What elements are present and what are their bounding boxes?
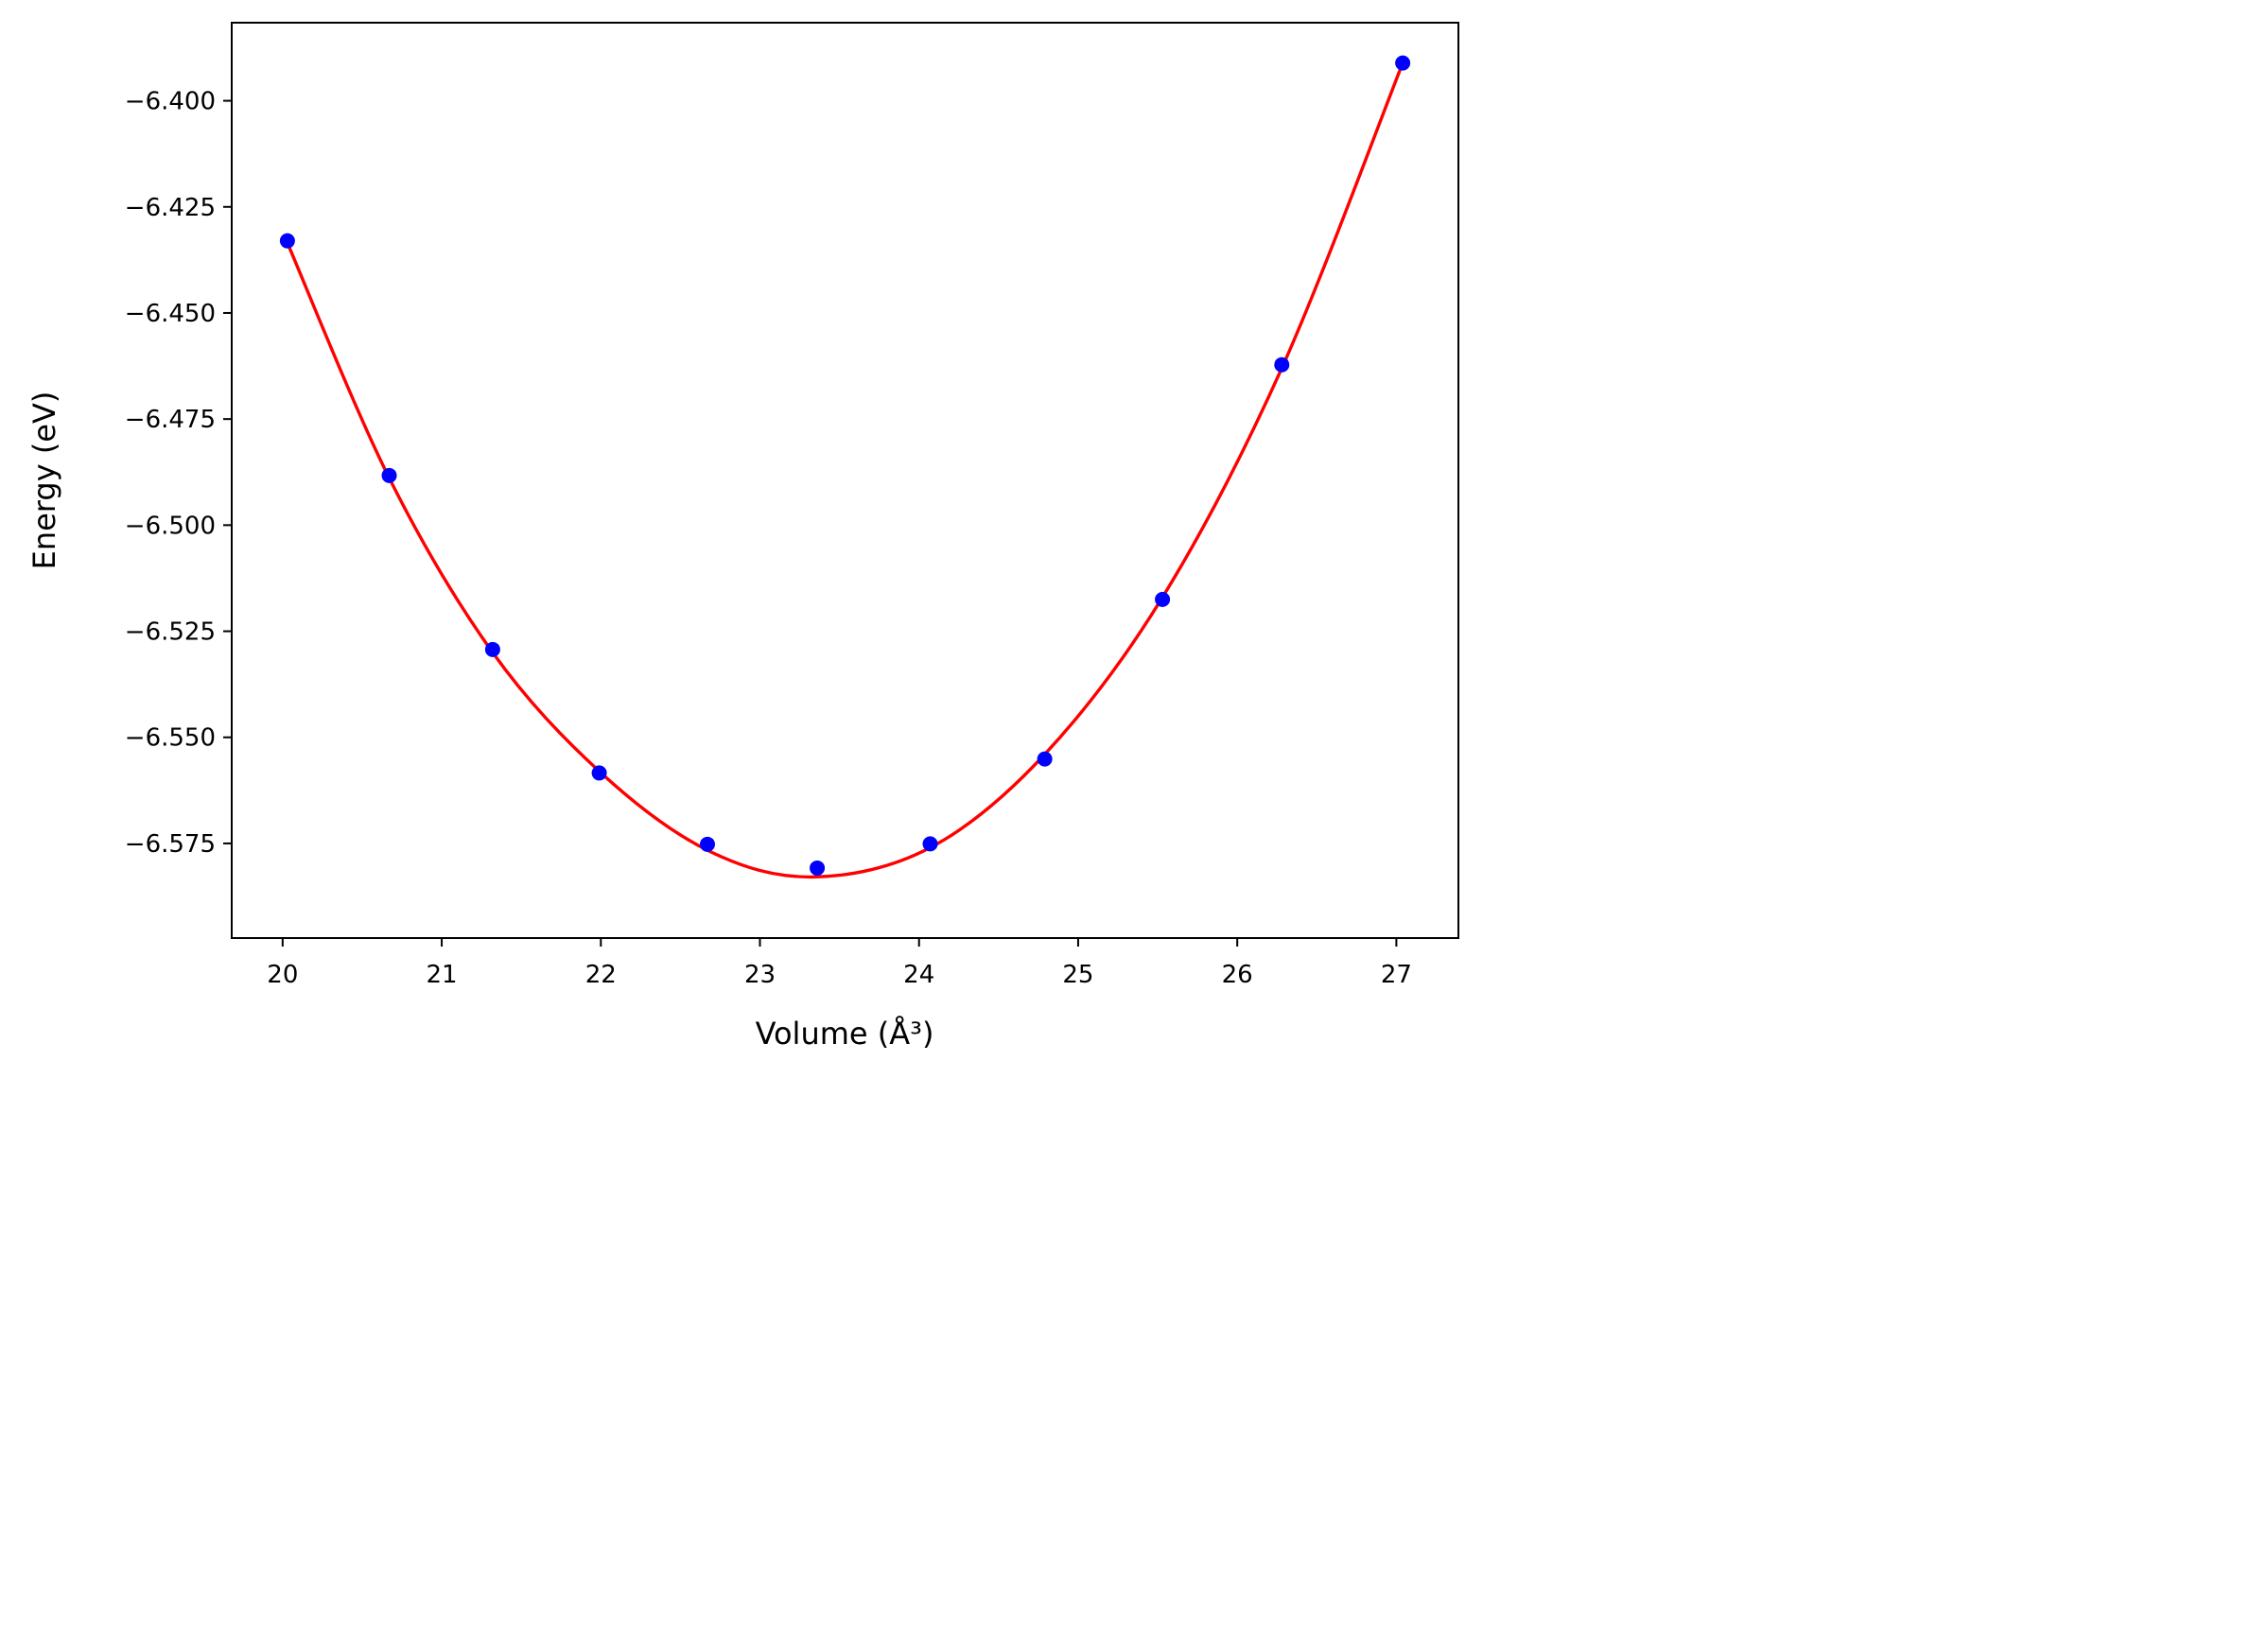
y-tick-label: −6.525 <box>125 618 216 647</box>
x-tick-label: 22 <box>585 961 617 989</box>
data-point <box>591 765 607 781</box>
data-point <box>1274 356 1290 373</box>
plot-area <box>231 22 1459 939</box>
data-point <box>484 641 500 657</box>
x-tick-label: 25 <box>1062 961 1093 989</box>
x-tick-label: 27 <box>1381 961 1412 989</box>
data-point <box>922 836 938 852</box>
y-axis: −6.400 −6.425 −6.450 −6.475 −6.500 −6.525 −6.5… <box>125 88 232 859</box>
data-point <box>1155 591 1171 607</box>
data-point <box>810 860 826 876</box>
y-tick-label: −6.425 <box>125 194 216 222</box>
data-point <box>699 836 715 852</box>
y-tick-label: −6.400 <box>125 88 216 116</box>
y-tick-label: −6.500 <box>125 512 216 540</box>
data-points-layer <box>279 55 1411 876</box>
y-tick-label: −6.450 <box>125 300 216 328</box>
data-point <box>1395 55 1411 71</box>
data-point <box>279 233 295 249</box>
y-tick-label: −6.475 <box>125 406 216 434</box>
fit-curve-line <box>286 62 1404 879</box>
x-tick-label: 23 <box>744 961 776 989</box>
data-point <box>381 467 397 483</box>
y-tick-label: −6.575 <box>125 830 216 859</box>
data-point <box>1037 751 1053 767</box>
x-axis: 20 21 22 23 24 25 26 27 <box>267 938 1412 989</box>
x-tick-label: 20 <box>267 961 298 989</box>
y-tick-label: −6.550 <box>125 724 216 753</box>
plot-frame <box>231 22 1459 939</box>
y-axis-label: Energy (eV) <box>26 391 62 570</box>
x-axis-label: Volume (Å³) <box>756 1016 934 1052</box>
x-tick-label: 26 <box>1222 961 1253 989</box>
fit-curve-layer <box>286 62 1404 879</box>
chart: 20 21 22 23 24 25 26 27 −6.400 −6.425 −6.450 −6.47… <box>26 22 1459 1052</box>
x-tick-label: 24 <box>903 961 934 989</box>
x-tick-label: 21 <box>427 961 458 989</box>
